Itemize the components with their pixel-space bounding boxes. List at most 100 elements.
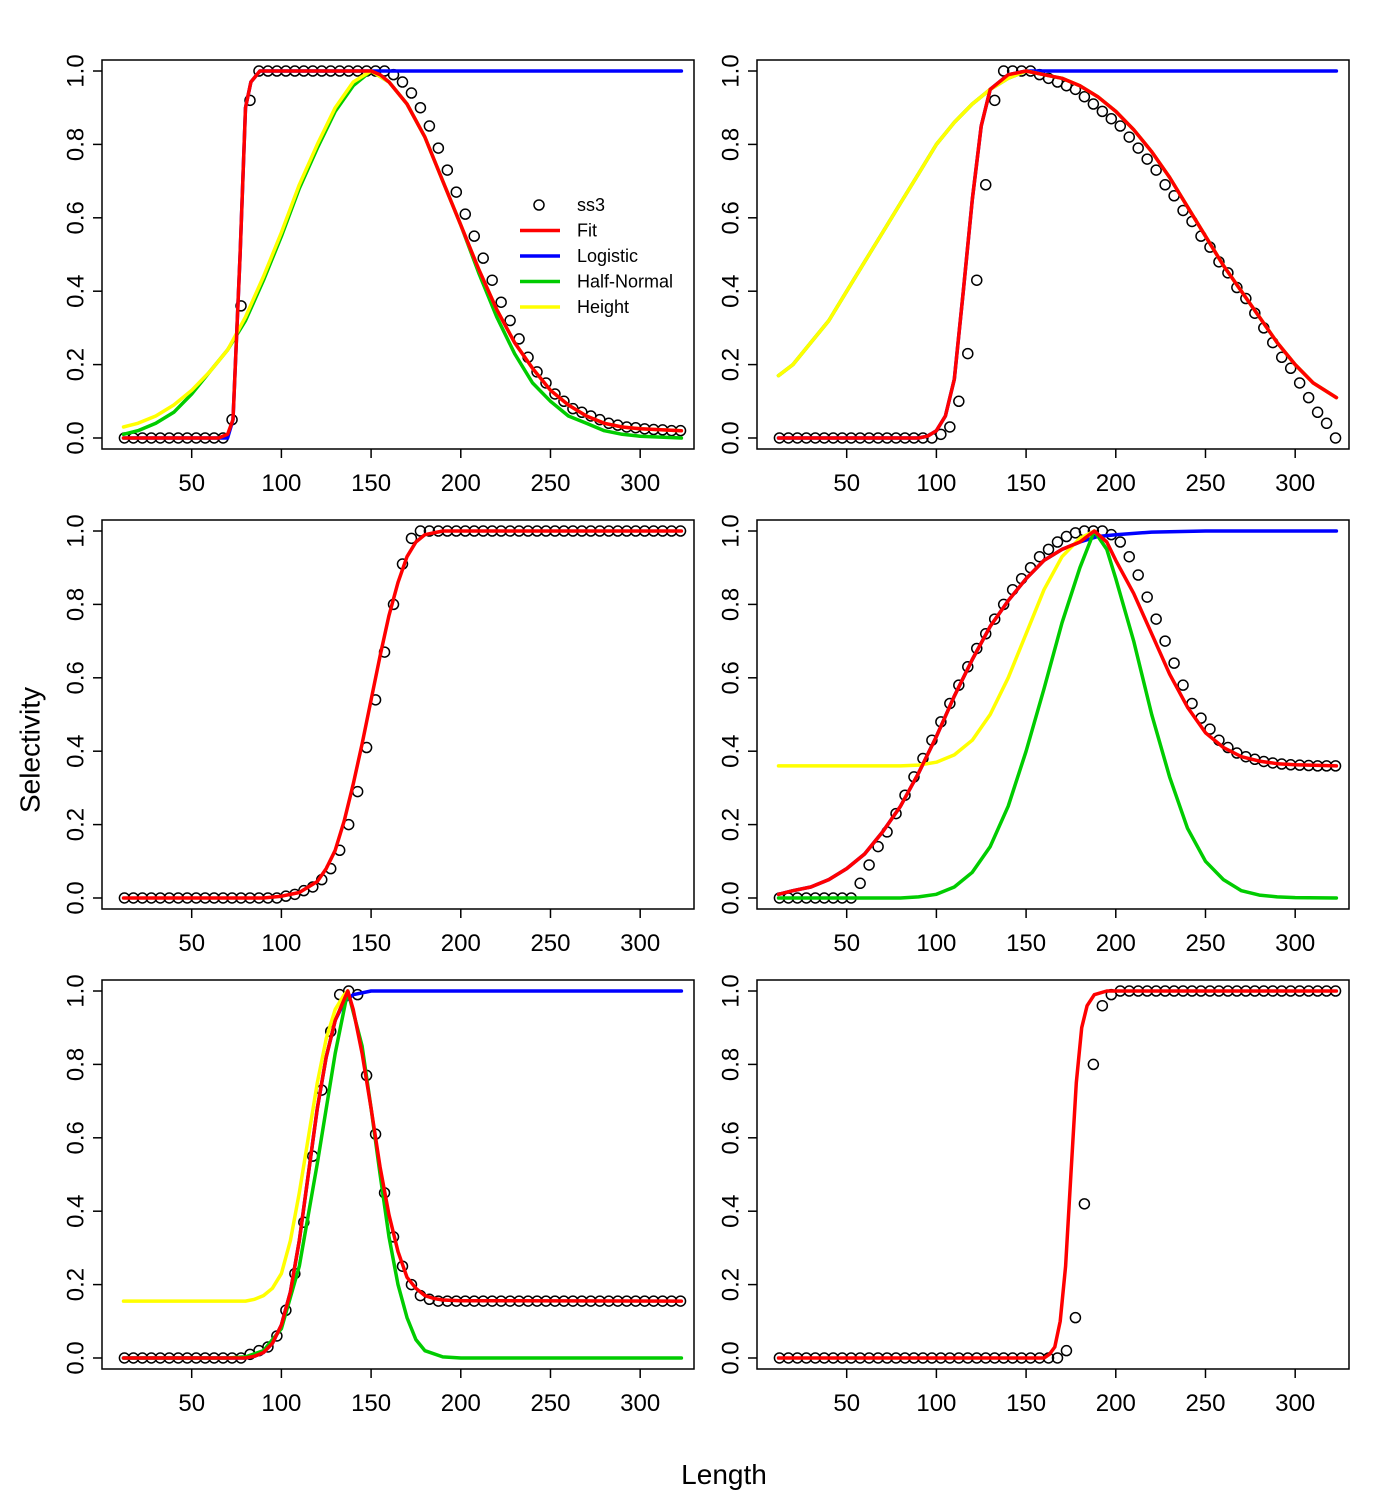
x-tick-label: 50 [833,930,860,957]
ss3-point [854,877,866,890]
ss3-point [1132,142,1144,154]
x-tick-label: 200 [1096,470,1136,497]
ss3-point [396,76,409,88]
y-tick-label: 0.8 [63,1048,90,1081]
series-line-fit [121,529,684,900]
ss3-point [414,525,427,537]
ss3-point [1069,1311,1082,1324]
y-tick-label: 1.0 [718,514,745,547]
y-tick-label: 0.0 [718,421,745,454]
plot-area [118,985,687,1364]
ss3-point [1105,112,1118,125]
ss3-point [558,395,570,408]
ss3-point [486,274,498,286]
ss3-point [997,65,1010,77]
legend-label: Fit [577,221,597,241]
panel-1: 50 100 150 200 250 300 0.0 0.2 0.4 0.6 0.8 1.0 ss3 Fi… [63,54,695,497]
ss3-point [1293,377,1306,389]
x-tick-label: 300 [1275,1390,1315,1417]
ss3-point [1078,1198,1091,1210]
ss3-point [1132,569,1144,581]
ss3-point [450,186,463,198]
x-tick-label: 150 [351,930,391,957]
ss3-point [1240,292,1252,305]
ss3-point [235,300,247,312]
ss3-point [1150,164,1162,176]
plot-area [773,65,1342,444]
x-tick-label: 200 [1096,1390,1136,1417]
x-tick-label: 100 [261,1390,301,1417]
x-tick-label: 300 [620,930,660,957]
ss3-point [1141,591,1153,603]
panel-4: 50 100 150 200 250 300 0.0 0.2 0.4 0.6 0.8 1.0 [718,514,1350,957]
y-tick-label: 0.2 [63,348,90,381]
x-tick-label: 200 [1096,930,1136,957]
series-line-fit [776,529,1339,897]
y-tick-label: 0.0 [63,1341,90,1374]
y-tick-label: 0.2 [63,808,90,841]
y-tick-label: 0.4 [718,275,745,308]
x-tick-label: 200 [441,470,481,497]
y-tick-label: 0.4 [718,735,745,768]
x-tick-label: 150 [351,470,391,497]
panel-frame [756,519,1350,910]
y-tick-label: 0.2 [718,808,745,841]
plot-area [118,65,687,444]
ss3-point [531,366,543,378]
ss3-point [1051,1352,1064,1364]
legend-swatch-ss3 [533,199,545,211]
panel-frame [101,519,695,910]
x-tick-label: 200 [441,1390,481,1417]
series-line-height [121,989,350,1303]
ss3-point [1141,153,1153,165]
x-tick-label: 50 [178,930,205,957]
panel-6: 50 100 150 200 250 300 0.0 0.2 0.4 0.6 0.8 1.0 [718,974,1350,1417]
ss3-point [432,142,445,154]
y-tick-label: 1.0 [63,54,90,87]
x-tick-label: 250 [1185,930,1225,957]
series-line-height [776,529,1097,768]
ss3-point [1159,635,1171,647]
ss3-point [1123,550,1135,563]
ss3-point [1123,131,1135,143]
ss3-point [459,208,472,220]
ss3-point [1051,536,1064,548]
series-line-half-normal [776,529,1339,900]
ss3-point [351,785,364,798]
ss3-point [1222,267,1234,279]
series-line-fit [776,989,1339,1360]
x-tick-label: 250 [530,1390,570,1417]
x-tick-label: 50 [833,1390,860,1417]
ss3-point [988,613,1001,625]
ss3-point [1320,417,1333,430]
x-tick-label: 150 [1006,1390,1046,1417]
ss3-point [1078,90,1091,103]
ss3-point [468,230,480,242]
y-tick-label: 1.0 [718,54,745,87]
y-tick-label: 0.4 [63,275,90,308]
ss3-point [495,296,507,308]
y-axis-title: Selectivity [15,687,46,813]
ss3-point [935,428,947,441]
plot-area [773,985,1342,1364]
x-tick-label: 250 [530,470,570,497]
x-tick-label: 150 [1006,930,1046,957]
y-tick-label: 1.0 [63,974,90,1007]
y-tick-label: 0.2 [718,348,745,381]
x-tick-label: 300 [620,470,660,497]
y-tick-label: 1.0 [718,974,745,1007]
x-tick-label: 250 [1185,470,1225,497]
ss3-point [405,1278,418,1291]
x-tick-label: 100 [916,930,956,957]
y-tick-label: 0.8 [718,1048,745,1081]
legend-label: ss3 [577,195,605,215]
y-tick-label: 0.4 [63,1195,90,1228]
y-tick-label: 0.6 [63,661,90,694]
x-tick-label: 100 [261,470,301,497]
ss3-point [405,532,418,545]
ss3-point [423,120,436,132]
ss3-point [1042,543,1055,556]
ss3-point [1087,98,1100,110]
series-line-half-normal [121,989,684,1360]
y-tick-label: 0.8 [63,588,90,621]
